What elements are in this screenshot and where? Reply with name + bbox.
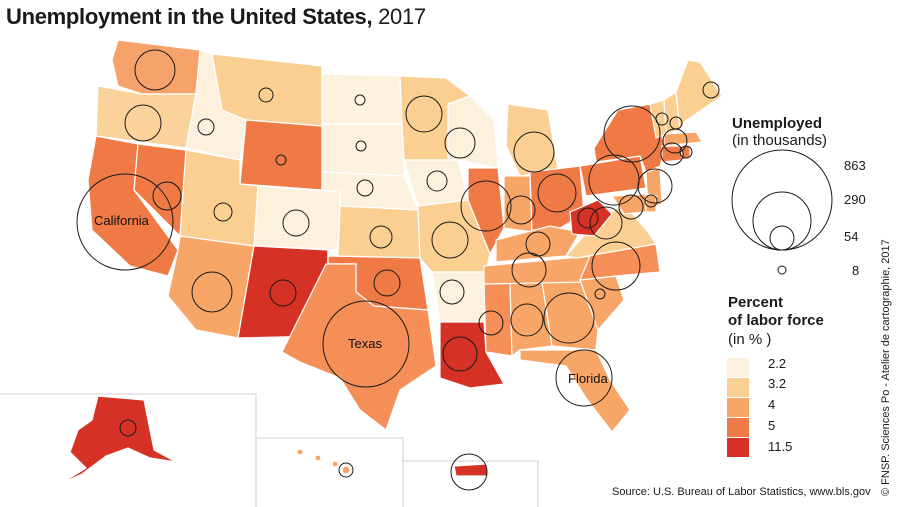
map-title-main: Unemployment in the United States, (6, 4, 373, 29)
circle-kansas (369, 225, 393, 249)
circle-georgia (543, 292, 595, 344)
circle-tennessee (511, 252, 547, 288)
color-legend-label-5: 11.5 (768, 439, 793, 454)
color-legend-label-3: 4 (768, 397, 776, 412)
circle-alaska (119, 419, 137, 437)
circle-nebraska (356, 179, 374, 197)
circle-minnesota (405, 95, 443, 133)
circle-ohio (537, 173, 577, 213)
size-legend-value-290: 290 (844, 192, 866, 207)
state-kentucky (495, 225, 581, 263)
state-florida (519, 349, 631, 433)
circle-new-mexico (269, 279, 297, 307)
state-south-dakota (321, 123, 405, 177)
circle-new-jersey (637, 168, 673, 204)
circle-north-dakota (354, 94, 366, 106)
size-legend-title: Unemployed (732, 115, 823, 132)
circle-arkansas (439, 279, 465, 305)
circle-rhode-island (679, 145, 693, 159)
circle-wisconsin (444, 127, 476, 159)
circle-south-dakota (355, 140, 367, 152)
color-legend-label-2: 3.2 (768, 376, 787, 391)
state-texas (281, 263, 437, 431)
circle-south-carolina (594, 288, 606, 300)
color-legend-label-1: 2.2 (768, 356, 787, 371)
circle-washington (134, 49, 176, 91)
circle-nevada (152, 181, 182, 211)
color-legend-title-line2: of labor force (728, 312, 824, 329)
color-legend-swatch-1 (727, 358, 749, 377)
state-massachusetts (663, 131, 703, 147)
circle-missouri (431, 221, 469, 259)
color-legend-swatch-2 (727, 378, 749, 397)
circle-new-hampshire (655, 112, 669, 126)
state-mississippi (483, 281, 513, 357)
source-note: Source: U.S. Bureau of Labor Statistics,… (612, 486, 871, 498)
state-washington (111, 39, 201, 95)
unemployed-circles (76, 49, 720, 491)
circle-maine (702, 81, 720, 99)
circle-oregon (124, 104, 162, 142)
circle-wyoming (275, 154, 287, 166)
color-legend-swatch-3 (727, 398, 749, 417)
color-legend-swatch-4 (727, 418, 749, 437)
circle-west-virginia (577, 207, 599, 229)
circle-massachusetts (662, 128, 688, 154)
circle-puerto-rico (450, 453, 488, 491)
state-north-dakota (321, 73, 403, 125)
circle-illinois (460, 180, 512, 232)
circle-montana (258, 87, 274, 103)
color-legend-title-line1: Percent (728, 294, 784, 311)
circle-florida (555, 349, 613, 407)
circle-iowa (426, 170, 448, 192)
state-maine (675, 59, 723, 133)
circle-utah (213, 202, 233, 222)
territory-puerto-rico (453, 463, 489, 477)
state-alaska (59, 395, 177, 485)
circle-idaho (197, 118, 215, 136)
state-louisiana (439, 321, 505, 389)
circle-indiana (506, 195, 536, 225)
circle-virginia (589, 206, 623, 240)
state-hawaii (296, 448, 351, 475)
color-legend-title-line3: (in % ) (728, 331, 772, 348)
label-california: California (94, 213, 149, 228)
circle-arizona (191, 271, 233, 313)
circle-michigan (513, 131, 555, 173)
circle-kentucky (525, 231, 551, 257)
copyright-credit: © FNSP. Sciences Po - Atelier de cartogr… (880, 239, 892, 496)
circle-colorado (282, 209, 310, 237)
state-kansas (337, 205, 421, 259)
size-legend-value-863: 863 (844, 158, 866, 173)
circle-maryland (618, 194, 644, 220)
state-arkansas (431, 271, 487, 323)
circle-mississippi (478, 310, 504, 336)
size-legend-subtitle: (in thousands) (732, 132, 828, 149)
map-title-year: 2017 (378, 4, 426, 29)
circle-texas (322, 300, 410, 388)
circle-louisiana (442, 336, 478, 372)
circle-connecticut (660, 142, 684, 166)
state-colorado (253, 185, 341, 251)
color-legend-label-4: 5 (768, 418, 776, 433)
circle-north-carolina (591, 241, 641, 291)
size-legend-circles (731, 149, 833, 275)
circle-alabama (510, 303, 544, 337)
size-legend-value-54: 54 (844, 229, 859, 244)
color-legend-swatch-5 (727, 438, 749, 457)
circle-oklahoma (373, 269, 401, 297)
circle-hawaii (338, 462, 354, 478)
label-florida: Florida (568, 371, 608, 386)
label-texas: Texas (348, 336, 382, 351)
circle-delaware (644, 194, 658, 208)
states (59, 39, 723, 485)
size-legend-value-8: 8 (852, 263, 860, 278)
map-title: Unemployment in the United States, 2017 (6, 4, 426, 30)
inset-frames (0, 393, 539, 507)
circle-california (76, 173, 174, 271)
